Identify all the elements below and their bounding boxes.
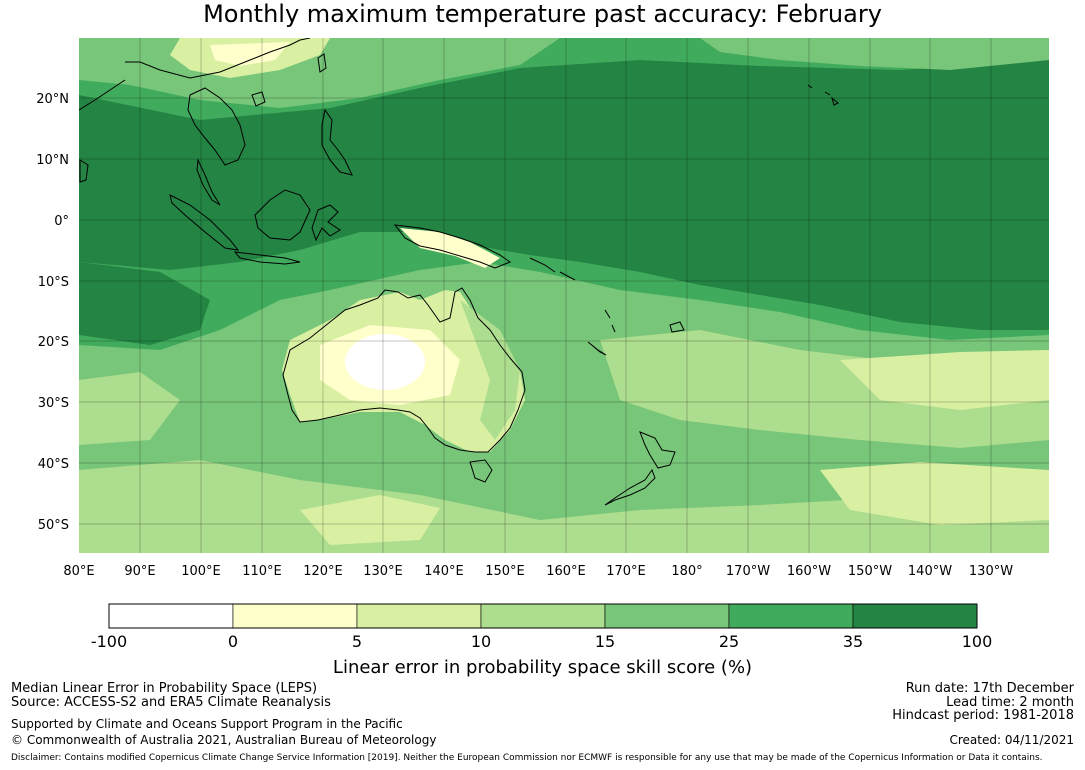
colorbar-cell	[728, 603, 854, 629]
lon-label: 140°E	[424, 564, 464, 579]
footer-lead-time: Lead time: 2 month	[946, 695, 1074, 710]
lon-label: 130°E	[363, 564, 403, 579]
lat-label: 30°S	[38, 396, 69, 411]
very-low-skill-east-pacific	[840, 350, 1049, 410]
coastline-hainan	[251, 91, 266, 107]
colorbar-cell	[604, 603, 730, 629]
lon-label: 80°E	[63, 564, 94, 579]
skill-score-field	[79, 38, 1049, 553]
lat-label: 20°S	[38, 335, 69, 350]
coastline-taiwan	[317, 53, 327, 73]
lon-label: 110°E	[242, 564, 282, 579]
coastline-philippines	[321, 108, 353, 176]
colorbar-tick: 5	[352, 632, 362, 651]
lowest-skill-australia-center	[345, 334, 425, 390]
colorbar-tick: 35	[843, 632, 863, 651]
footer-copyright: © Commonwealth of Australia 2021, Austra…	[11, 733, 437, 747]
lon-label: 90°E	[124, 564, 155, 579]
coastline-hawaii	[807, 84, 839, 106]
colorbar: -100 0 5 10 15 25 35 100	[91, 603, 992, 651]
coastline-australia	[282, 287, 526, 453]
coastline-india-east	[79, 79, 126, 111]
lon-label: 170°W	[726, 564, 770, 579]
coastline-new-guinea	[393, 224, 512, 269]
coastline-new-zealand-north	[639, 431, 676, 469]
lat-label: 20°N	[36, 92, 69, 107]
coastline-fiji	[669, 321, 685, 333]
coastline-malay-peninsula	[196, 158, 221, 206]
lon-label: 130°W	[969, 564, 1013, 579]
footer-method: Median Linear Error in Probability Space…	[11, 681, 318, 696]
low-skill-new-guinea	[400, 228, 500, 268]
colorbar-cell	[232, 603, 358, 629]
lon-label: 160°E	[546, 564, 586, 579]
coastline-java	[233, 251, 301, 265]
colorbar-tick: -100	[91, 632, 127, 651]
footer-run-date: Run date: 17th December	[905, 681, 1074, 696]
lon-label: 100°E	[181, 564, 221, 579]
map-title: Monthly maximum temperature past accurac…	[203, 0, 882, 28]
lon-label: 160°W	[787, 564, 831, 579]
colorbar-cells	[108, 603, 978, 629]
colorbar-cell	[108, 603, 234, 629]
lon-label: 140°W	[908, 564, 952, 579]
low-skill-south-pacific	[600, 330, 1049, 448]
moderate-skill-northeast	[700, 38, 1049, 70]
moderate-skill-east-australia	[460, 300, 520, 440]
coastline-china	[125, 38, 311, 79]
coastline-new-caledonia	[587, 341, 607, 356]
colorbar-cell	[480, 603, 606, 629]
colorbar-tick: 0	[228, 632, 238, 651]
coastline-sumatra	[169, 194, 240, 251]
lon-label: 120°E	[303, 564, 343, 579]
very-low-skill-southern-ocean	[300, 495, 440, 545]
colorbar-tick: 15	[595, 632, 615, 651]
colorbar-cell	[356, 603, 482, 629]
low-skill-mainland	[210, 42, 290, 66]
lon-label: 150°W	[848, 564, 892, 579]
coastline-vanuatu	[604, 309, 616, 333]
low-skill-west-ocean	[79, 372, 180, 445]
coastline-sulawesi	[311, 204, 341, 242]
coastline-solomon-islands	[529, 257, 576, 281]
colorbar-label: Linear error in probability space skill …	[332, 657, 753, 678]
lon-label: 180°	[671, 564, 702, 579]
footer-support: Supported by Climate and Oceans Support …	[11, 717, 403, 731]
footer-disclaimer: Disclaimer: Contains modified Copernicus…	[11, 753, 1043, 763]
coastline-borneo	[254, 189, 311, 241]
coastline-indochina	[187, 87, 246, 166]
longitude-labels: 80°E 90°E 100°E 110°E 120°E 130°E 140°E …	[63, 564, 1013, 579]
lat-label: 50°S	[38, 518, 69, 533]
footer-created-date: Created: 04/11/2021	[949, 733, 1074, 747]
lon-label: 170°E	[606, 564, 646, 579]
colorbar-frame	[108, 603, 978, 629]
colorbar-tick: 25	[719, 632, 739, 651]
graticule	[79, 38, 1049, 553]
colorbar-tick-labels: -100 0 5 10 15 25 35 100	[91, 632, 992, 651]
lon-label: 150°E	[485, 564, 525, 579]
very-low-skill-southeast	[820, 462, 1049, 525]
coastline-sri-lanka	[79, 159, 89, 183]
colorbar-cell	[852, 603, 978, 629]
colorbar-tick: 100	[962, 632, 993, 651]
high-skill-zone-west	[79, 262, 210, 345]
lat-label: 10°N	[36, 153, 69, 168]
coastline-new-zealand-south	[604, 468, 656, 506]
lat-label: 40°S	[38, 457, 69, 472]
coastlines	[79, 38, 839, 506]
colorbar-tick: 10	[471, 632, 491, 651]
footer-source: Source: ACCESS-S2 and ERA5 Climate Reana…	[11, 695, 331, 710]
lat-label: 10°S	[38, 275, 69, 290]
lat-label: 0°	[54, 214, 69, 229]
coastline-tasmania	[469, 459, 493, 483]
footer-hindcast-period: Hindcast period: 1981-2018	[892, 708, 1074, 723]
latitude-labels: 20°N 10°N 0° 10°S 20°S 30°S 40°S 50°S	[36, 92, 69, 533]
